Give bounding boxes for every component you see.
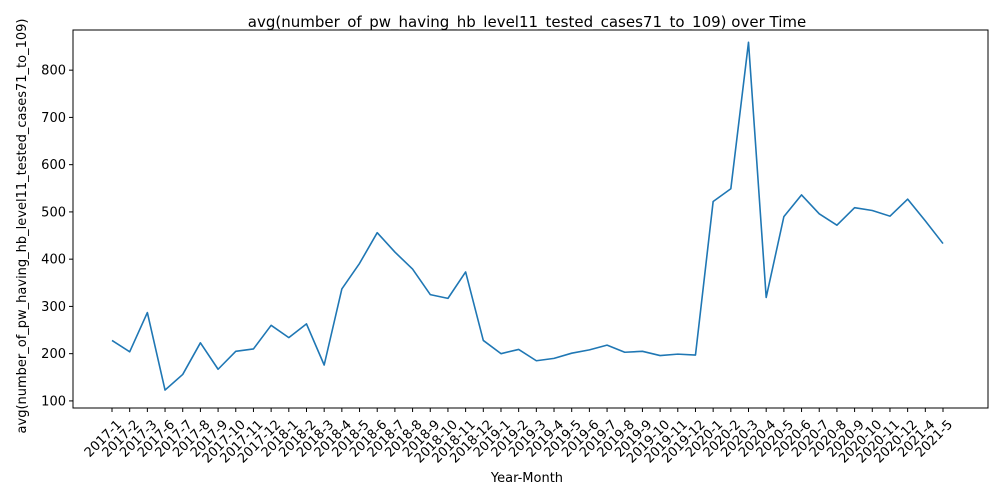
y-tick-label: 200 xyxy=(41,347,66,362)
y-tick-label: 800 xyxy=(41,64,66,79)
y-tick-label: 500 xyxy=(41,205,66,220)
y-tick-label: 400 xyxy=(41,253,66,268)
x-axis: 2017-12017-22017-32017-62017-72017-82017… xyxy=(82,408,956,466)
x-axis-label: Year-Month xyxy=(490,471,563,486)
y-tick-label: 100 xyxy=(41,394,66,409)
y-tick-label: 600 xyxy=(41,158,66,173)
y-axis-label: avg(number_of_pw_having_hb_level11_teste… xyxy=(15,19,30,434)
chart-title: avg(number_of_pw_having_hb_level11_teste… xyxy=(248,13,806,32)
plot-frame xyxy=(72,29,989,409)
series-line xyxy=(111,41,944,391)
y-tick-label: 700 xyxy=(41,111,66,126)
y-axis: 100 200 300 400 500 600 700 800 xyxy=(41,64,73,409)
y-tick-label: 300 xyxy=(41,300,66,315)
